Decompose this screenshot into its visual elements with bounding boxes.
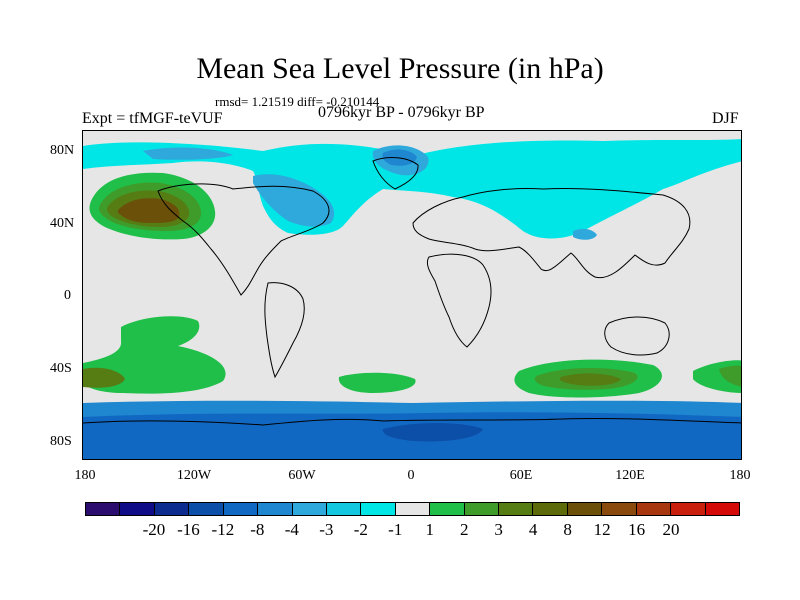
- colorbar-swatch: [636, 503, 672, 515]
- colorbar-swatch: [86, 503, 121, 515]
- colorbar-label: -8: [250, 520, 265, 539]
- greenland-coast: [372, 157, 419, 190]
- colorbar-swatch: [223, 503, 259, 515]
- south-america-coast: [264, 282, 305, 379]
- colorbar-swatch: [499, 503, 534, 515]
- colorbar-label: 2: [459, 520, 469, 539]
- colorbar-label: 1: [425, 520, 434, 539]
- colorbar-swatch: [258, 503, 293, 515]
- colorbar-label: -12: [211, 520, 235, 539]
- east-pacific-high-core: [719, 365, 741, 387]
- colorbar-swatch: [326, 503, 362, 515]
- y-label-80s: 80S: [50, 434, 72, 449]
- colorbar-label: -3: [319, 520, 334, 539]
- colorbar-swatch: [671, 503, 706, 515]
- colorbar-label: 20: [662, 520, 680, 539]
- period-label: 0796kyr BP - 0796kyr BP: [318, 104, 485, 121]
- colorbar: [85, 502, 740, 516]
- x-label-180w: 180: [74, 468, 96, 483]
- antarctic-low-core: [382, 423, 483, 442]
- colorbar-label: -20: [142, 520, 166, 539]
- colorbar-label: -4: [284, 520, 299, 539]
- y-label-0: 0: [64, 288, 71, 303]
- colorbar-swatch: [567, 503, 603, 515]
- canada-low-core: [253, 174, 335, 227]
- colorbar-label: 8: [563, 520, 572, 539]
- y-label-40s: 40S: [50, 361, 72, 376]
- colorbar-swatch: [154, 503, 190, 515]
- colorbar-swatch: [705, 503, 740, 515]
- map-panel: [82, 130, 742, 460]
- experiment-label: Expt = tfMGF-teVUF: [82, 110, 223, 127]
- colorbar-label: 16: [628, 520, 646, 539]
- eurasia-coast: [412, 187, 691, 279]
- x-label-120e: 120E: [615, 468, 645, 483]
- north-america-coast: [157, 183, 330, 296]
- colorbar-label: 12: [593, 520, 611, 539]
- colorbar-label: -16: [177, 520, 200, 539]
- siberia-low-core: [573, 228, 597, 240]
- pacific-high-core: [117, 198, 180, 223]
- x-label-60e: 60E: [509, 468, 533, 483]
- stats-text: rmsd= 1.21519 diff= -0.210144: [215, 94, 380, 109]
- south-atlantic-high: [338, 372, 416, 393]
- colorbar-swatch: [361, 503, 396, 515]
- colorbar-swatch: [430, 503, 465, 515]
- colorbar-swatch: [189, 503, 224, 515]
- south-pacific-high-core: [83, 367, 125, 388]
- colorbar-swatch: [533, 503, 568, 515]
- colorbar-label: 4: [528, 520, 538, 539]
- colorbar-swatch: [120, 503, 155, 515]
- plot-title: Mean Sea Level Pressure (in hPa): [196, 52, 604, 85]
- colorbar-label: -1: [388, 520, 403, 539]
- arctic-low-band: [83, 139, 741, 239]
- colorbar-label: -2: [353, 520, 368, 539]
- y-label-80n: 80N: [50, 143, 75, 158]
- x-label-180e: 180: [729, 468, 751, 483]
- map-svg: [83, 139, 741, 459]
- colorbar-swatch: [395, 503, 431, 515]
- colorbar-swatch: [292, 503, 327, 515]
- colorbar-label: 3: [494, 520, 503, 539]
- x-label-120w: 120W: [176, 468, 212, 483]
- indian-ocean-high-core: [559, 373, 621, 386]
- x-label-0: 0: [407, 468, 415, 483]
- colorbar-swatch: [602, 503, 637, 515]
- colorbar-swatch: [464, 503, 500, 515]
- y-label-40n: 40N: [50, 216, 75, 231]
- coastlines: [83, 157, 741, 426]
- arctic-fringe: [143, 147, 233, 160]
- x-label-60w: 60W: [288, 468, 316, 483]
- season-label: DJF: [712, 110, 739, 127]
- australia-coast: [604, 316, 670, 356]
- antarctica-coast: [83, 417, 741, 426]
- africa-coast: [426, 253, 492, 348]
